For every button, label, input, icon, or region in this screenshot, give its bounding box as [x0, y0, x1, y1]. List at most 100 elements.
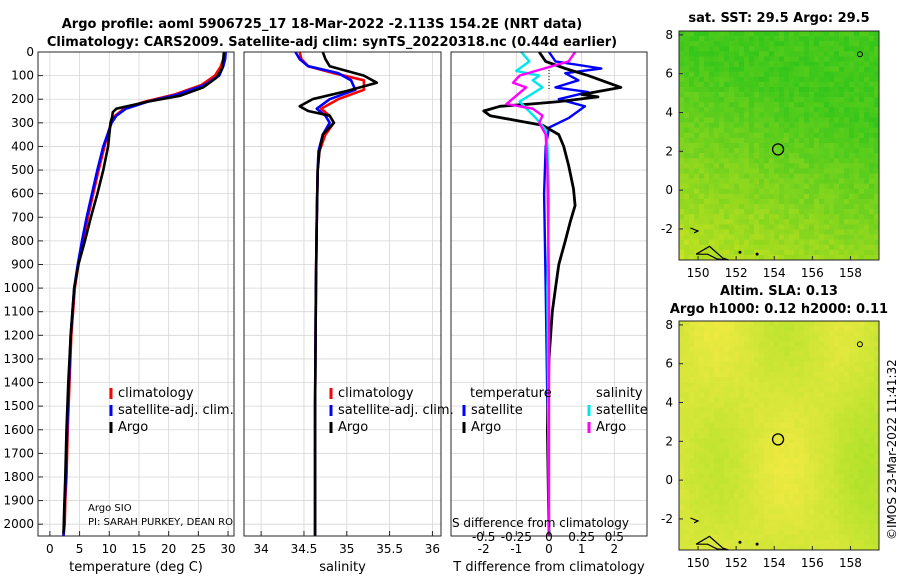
- heatmap-cell: [724, 107, 730, 113]
- heatmap-cell: [704, 458, 710, 464]
- heatmap-cell: [709, 122, 715, 128]
- heatmap-cell: [834, 387, 840, 393]
- heatmap-cell: [829, 407, 835, 413]
- heatmap-cell: [794, 387, 800, 393]
- heatmap-cell: [869, 483, 875, 490]
- heatmap-cell: [794, 336, 800, 342]
- heatmap-cell: [699, 102, 705, 108]
- heatmap-cell: [694, 142, 700, 149]
- heatmap-cell: [839, 468, 845, 474]
- heatmap-cell: [764, 204, 770, 210]
- heatmap-cell: [764, 341, 770, 347]
- heatmap-cell: [749, 234, 755, 240]
- heatmap-cell: [854, 66, 860, 73]
- heatmap-cell: [709, 112, 715, 118]
- heatmap-cell: [779, 92, 785, 98]
- heatmap-cell: [774, 458, 780, 464]
- heatmap-cell: [694, 86, 700, 93]
- heatmap-cell: [684, 36, 690, 42]
- heatmap-cell: [729, 122, 735, 128]
- heatmap-cell: [794, 229, 800, 235]
- heatmap-cell: [784, 117, 790, 123]
- heatmap-cell: [784, 234, 790, 240]
- heatmap-cell: [729, 499, 735, 505]
- heatmap-cell: [774, 41, 780, 47]
- heatmap-cell: [804, 142, 810, 149]
- heatmap-cell: [774, 366, 780, 373]
- heatmap-cell: [689, 382, 695, 388]
- heatmap-cell: [824, 107, 830, 113]
- heatmap-cell: [829, 61, 835, 67]
- heatmap-cell: [744, 92, 750, 98]
- heatmap-cell: [774, 463, 780, 469]
- heatmap-cell: [729, 234, 735, 240]
- heatmap-cell: [804, 529, 810, 536]
- heatmap-cell: [794, 254, 800, 261]
- heatmap-cell: [709, 412, 715, 418]
- heatmap-cell: [764, 478, 770, 485]
- heatmap-cell: [869, 153, 875, 159]
- heatmap-cell: [804, 214, 810, 220]
- heatmap-cell: [714, 443, 720, 449]
- heatmap-cell: [799, 483, 805, 490]
- heatmap-cell: [744, 468, 750, 474]
- y-tick-label: 1000: [3, 281, 34, 295]
- heatmap-cell: [849, 448, 855, 454]
- heatmap-cell: [739, 61, 745, 67]
- heatmap-cell: [694, 214, 700, 220]
- heatmap-cell: [869, 524, 875, 530]
- figure-title-line1: Argo profile: aoml 5906725_17 18-Mar-202…: [62, 17, 582, 32]
- heatmap-cell: [869, 432, 875, 439]
- heatmap-cell: [874, 356, 880, 363]
- heatmap-cell: [779, 71, 785, 78]
- heatmap-cell: [869, 56, 875, 62]
- heatmap-cell: [729, 86, 735, 93]
- heatmap-cell: [754, 504, 760, 510]
- heatmap-cell: [844, 153, 850, 159]
- sal-legend-item: satellite-adj. clim.: [338, 403, 454, 418]
- heatmap-cell: [734, 356, 740, 363]
- heatmap-cell: [774, 499, 780, 505]
- heatmap-cell: [769, 56, 775, 62]
- heatmap-cell: [854, 122, 860, 128]
- heatmap-cell: [779, 458, 785, 464]
- heatmap-cell: [704, 544, 710, 551]
- heatmap-cell: [679, 473, 685, 480]
- heatmap-cell: [774, 153, 780, 159]
- heatmap-cell: [809, 412, 815, 418]
- heatmap-cell: [764, 458, 770, 464]
- heatmap-cell: [704, 41, 710, 47]
- heatmap-cell: [839, 158, 845, 164]
- heatmap-cell: [774, 544, 780, 551]
- heatmap-cell: [739, 529, 745, 536]
- heatmap-cell: [834, 397, 840, 403]
- heatmap-cell: [849, 463, 855, 469]
- heatmap-cell: [824, 153, 830, 159]
- heatmap-cell: [854, 168, 860, 174]
- heatmap-cell: [709, 387, 715, 393]
- heatmap-cell: [859, 387, 865, 393]
- heatmap-cell: [709, 46, 715, 52]
- heatmap-cell: [709, 397, 715, 403]
- heatmap-cell: [699, 422, 705, 429]
- heatmap-cell: [819, 193, 825, 200]
- heatmap-cell: [699, 168, 705, 174]
- heatmap-cell: [824, 412, 830, 418]
- heatmap-cell: [709, 499, 715, 505]
- heatmap-cell: [714, 219, 720, 225]
- heatmap-cell: [744, 448, 750, 454]
- heatmap-cell: [799, 321, 805, 327]
- heatmap-cell: [769, 356, 775, 363]
- heatmap-cell: [849, 193, 855, 200]
- heatmap-cell: [864, 361, 870, 368]
- heatmap-cell: [804, 229, 810, 235]
- heatmap-cell: [794, 478, 800, 485]
- heatmap-cell: [794, 361, 800, 368]
- heatmap-cell: [684, 92, 690, 98]
- heatmap-cell: [729, 137, 735, 144]
- heatmap-cell: [794, 443, 800, 449]
- heatmap-cell: [854, 198, 860, 205]
- heatmap-cell: [849, 483, 855, 490]
- heatmap-cell: [829, 97, 835, 103]
- heatmap-cell: [819, 56, 825, 62]
